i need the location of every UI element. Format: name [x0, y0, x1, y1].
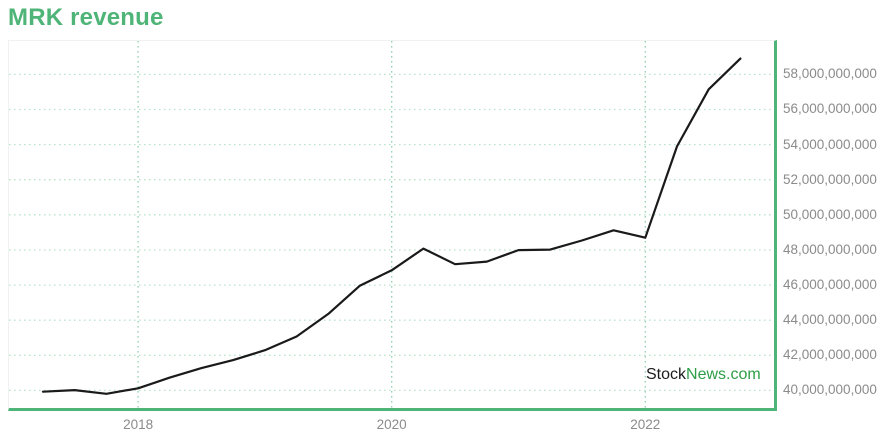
- plot-area: [8, 40, 777, 411]
- x-tick-label: 2020: [376, 417, 407, 432]
- x-tick-label: 2022: [630, 417, 661, 432]
- y-tick-label: 42,000,000,000: [783, 347, 877, 363]
- y-tick-label: 58,000,000,000: [783, 66, 877, 82]
- y-tick-label: 40,000,000,000: [783, 382, 877, 398]
- y-tick-label: 50,000,000,000: [783, 206, 877, 222]
- x-tick-label: 2018: [123, 417, 154, 432]
- y-tick-label: 48,000,000,000: [783, 241, 877, 257]
- y-tick-label: 54,000,000,000: [783, 136, 877, 152]
- watermark-newscom-text: News.com: [686, 366, 761, 383]
- revenue-line-chart[interactable]: [9, 41, 774, 408]
- y-tick-label: 52,000,000,000: [783, 171, 877, 187]
- y-tick-label: 44,000,000,000: [783, 312, 877, 328]
- y-tick-label: 46,000,000,000: [783, 277, 877, 293]
- chart-title: MRK revenue: [8, 4, 164, 31]
- y-tick-label: 56,000,000,000: [783, 101, 877, 117]
- watermark-stock-text: Stock: [646, 366, 687, 383]
- watermark-link[interactable]: StockNews.com: [646, 366, 761, 384]
